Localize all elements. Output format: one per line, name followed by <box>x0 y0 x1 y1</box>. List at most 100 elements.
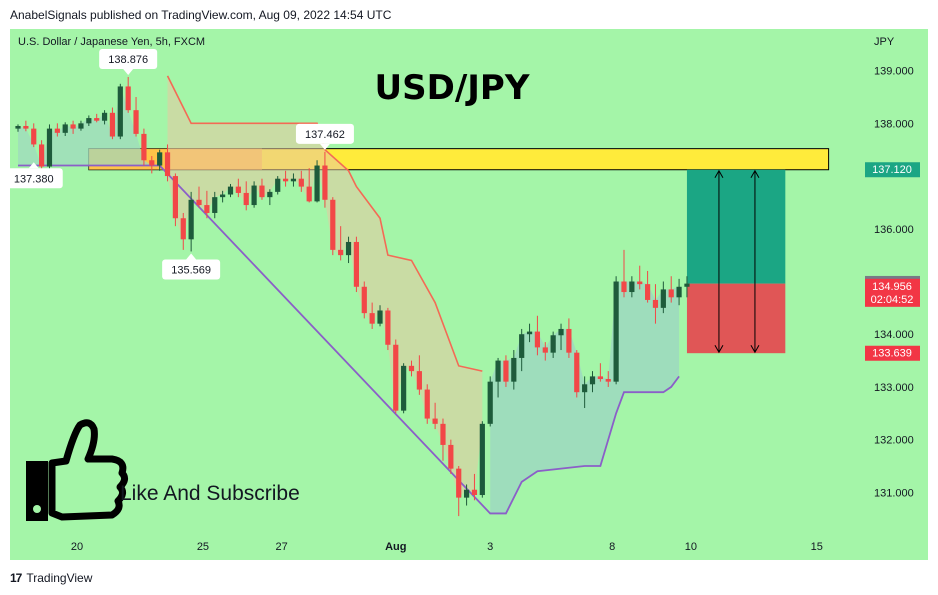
candle-body <box>416 371 422 390</box>
candle-body <box>463 489 470 498</box>
resistance-line <box>166 75 483 372</box>
price-callout-tip <box>28 162 39 169</box>
candle-body <box>519 334 525 358</box>
chart-area[interactable]: 138.876 137.380 135.569 137.462 139.000 138.… <box>10 29 928 560</box>
candle-body <box>597 376 603 380</box>
candle-body <box>109 112 116 137</box>
candle-body <box>408 365 415 372</box>
candle-body <box>338 249 344 256</box>
candle-body <box>353 241 360 287</box>
price-callout-box <box>99 48 158 69</box>
candle-body <box>605 379 611 382</box>
candle-body <box>23 125 29 129</box>
candle-body <box>448 444 454 469</box>
candle-body <box>385 310 391 345</box>
candle-body <box>15 125 21 129</box>
candle-body <box>542 347 548 353</box>
candle-body <box>204 205 210 213</box>
y-tick-label: 132.000 <box>874 435 914 447</box>
candle-body <box>369 313 375 324</box>
candle-body <box>235 186 241 193</box>
price-callout-box <box>162 259 221 280</box>
candle-body <box>188 199 194 240</box>
candle-body <box>432 418 438 424</box>
price-tag <box>865 345 920 361</box>
footer-brand-text: TradingView <box>26 571 93 585</box>
candle-body <box>676 286 682 298</box>
symbol-label: U.S. Dollar / Japanese Yen, 5h, FXCM <box>18 36 205 48</box>
candle-body <box>94 118 100 121</box>
price-callout-label: 138.876 <box>108 54 148 66</box>
candle-body <box>471 489 478 496</box>
publisher-header: AnabelSignals published on TradingView.c… <box>10 8 392 22</box>
indicator-lines-layer <box>18 75 680 515</box>
x-tick-label: 20 <box>71 541 83 553</box>
price-tag <box>865 162 920 178</box>
candle-body <box>117 86 123 137</box>
candle-body <box>393 344 399 411</box>
candle-body <box>322 165 328 200</box>
x-tick-label: Aug <box>385 541 406 553</box>
x-tick-label: 10 <box>685 541 697 553</box>
thumbs-up-icon <box>26 419 129 521</box>
bullish-cloud-left <box>18 86 152 167</box>
candle-body <box>220 194 226 198</box>
price-callout-label: 137.380 <box>14 173 54 185</box>
candle-body <box>645 284 651 300</box>
candle-body <box>157 152 163 166</box>
stop-box <box>686 283 786 354</box>
candle-body <box>401 365 407 411</box>
candle-body <box>275 178 281 192</box>
price-callout-box <box>295 123 354 144</box>
candle-body <box>306 186 312 202</box>
candle-body <box>196 199 202 206</box>
candle-body <box>550 335 556 353</box>
candles-layer <box>15 76 690 517</box>
candle-body <box>101 112 108 121</box>
range-arrow-head <box>750 169 760 178</box>
price-callout-label: 135.569 <box>171 264 211 276</box>
target-box <box>686 169 786 284</box>
candle-body <box>86 118 92 124</box>
candle-body <box>164 152 171 177</box>
tradingview-logo-icon: 17 <box>10 571 22 585</box>
candle-body <box>314 165 320 202</box>
candle-body <box>62 124 68 133</box>
currency-label: JPY <box>874 36 895 48</box>
y-tick-label: 134.000 <box>874 329 914 341</box>
candle-body <box>668 289 674 298</box>
candle-body <box>298 178 304 187</box>
candle-body <box>172 176 178 219</box>
price-tag-label: 134.956 <box>872 281 912 293</box>
price-chart[interactable]: 138.876 137.380 135.569 137.462 139.000 138.… <box>10 29 928 560</box>
candle-body <box>566 328 572 353</box>
candle-body <box>582 384 588 393</box>
candle-body <box>495 360 501 382</box>
candle-body <box>629 281 635 293</box>
candle-body <box>133 110 139 134</box>
support-line <box>18 164 680 515</box>
price-callout-label: 137.462 <box>305 129 345 141</box>
price-tag-label: 137.120 <box>872 164 912 176</box>
candle-body <box>503 360 509 382</box>
range-arrow-head <box>714 344 724 354</box>
footer-brand[interactable]: 17 TradingView <box>10 569 92 587</box>
candle-body <box>227 186 234 195</box>
candle-body <box>180 218 186 240</box>
x-tick-label: 27 <box>276 541 288 553</box>
candle-body <box>660 289 666 308</box>
candle-body <box>424 389 430 419</box>
price-callout-tip <box>319 143 330 150</box>
x-tick-label: 8 <box>609 541 615 553</box>
range-arrow-head <box>750 344 760 354</box>
candle-body <box>267 191 273 198</box>
candle-body <box>613 281 619 382</box>
candle-body <box>46 128 53 167</box>
candle-body <box>479 423 485 496</box>
range-arrow-head <box>714 169 724 178</box>
axes-layer: 139.000 138.000 136.000 134.000 133.000 132.0… <box>71 66 920 553</box>
price-tag-countdown: 02:04:52 <box>871 294 914 306</box>
candle-body <box>31 128 37 145</box>
candle-body <box>621 281 627 293</box>
x-tick-label: 25 <box>197 541 209 553</box>
